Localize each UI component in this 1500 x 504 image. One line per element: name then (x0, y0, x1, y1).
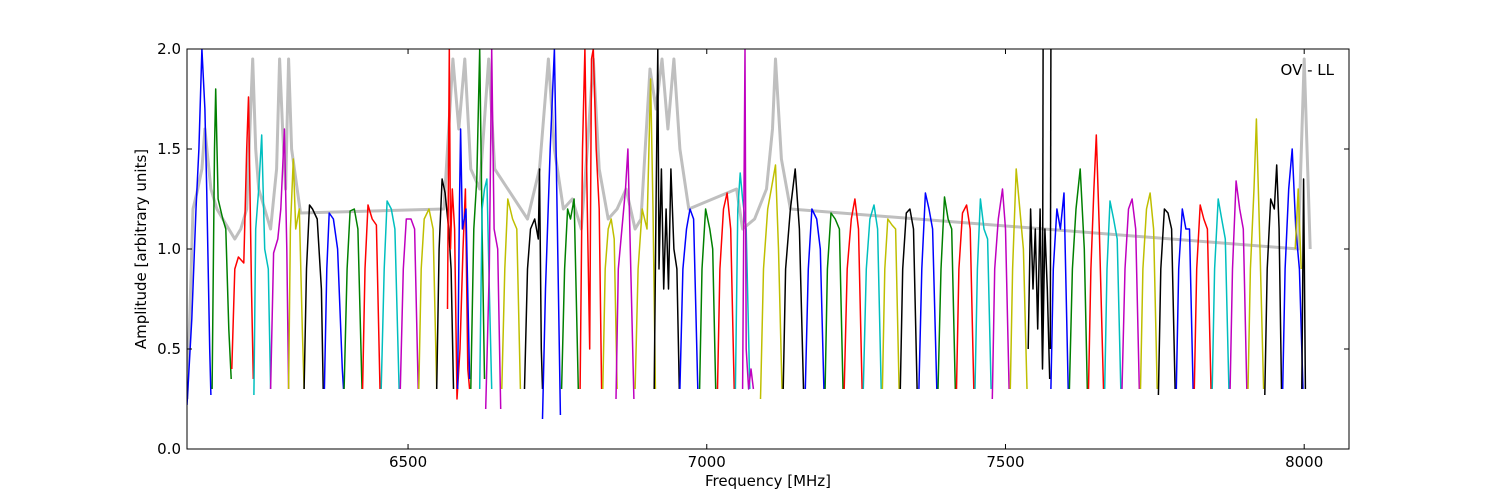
series-line-41 (918, 192, 938, 390)
series-line-60 (1264, 164, 1283, 396)
series-line-3 (253, 134, 272, 396)
series-line-37 (843, 198, 863, 390)
series-line-34 (782, 168, 805, 390)
series-line-23 (579, 49, 603, 390)
series-line-56 (1193, 204, 1212, 390)
series-line-15 (456, 128, 471, 390)
series-line-20 (523, 168, 544, 390)
series-line-38 (862, 204, 882, 390)
series-line-30 (716, 192, 735, 390)
series-line-63 (1294, 188, 1302, 270)
series-line-31 (734, 172, 751, 390)
series-line-18 (484, 49, 502, 410)
y-tick-label-0: 0.0 (157, 440, 181, 458)
series-line-58 (1229, 180, 1248, 390)
background-trace (187, 57, 1312, 400)
series-line-17 (478, 178, 493, 390)
series-line-9 (361, 204, 381, 390)
series-line-13 (435, 178, 455, 390)
series-line-48 (1050, 192, 1069, 390)
series-line-10 (380, 200, 400, 390)
series-line-19 (501, 198, 522, 390)
series-line-8 (343, 208, 363, 390)
x-tick-label-3: 8000 (1285, 453, 1323, 471)
series-line-53 (1139, 192, 1158, 390)
series-line-40 (899, 208, 918, 390)
series-line-44 (974, 198, 992, 390)
series-line-33 (759, 164, 783, 400)
series-line-27 (653, 49, 681, 390)
data-traces (187, 49, 1312, 420)
series-line-47 (1027, 208, 1051, 380)
axis-ticks: 6500 7000 7500 8000 0.0 0.5 1.0 1.5 2.0 (157, 40, 1349, 471)
polarization-annotation: OV - LL (1281, 61, 1335, 79)
series-line-59 (1247, 118, 1265, 390)
series-line-28 (679, 208, 699, 390)
y-tick-label-3: 1.5 (157, 140, 181, 158)
series-line-55 (1175, 208, 1194, 390)
series-line-1 (211, 88, 232, 390)
x-tick-label-0: 6500 (389, 453, 427, 471)
series-line-6 (303, 204, 324, 390)
series-line-36 (824, 212, 844, 390)
series-line-26 (634, 78, 657, 390)
series-line-4 (269, 128, 290, 390)
y-axis-title: Amplitude [arbitrary units] (132, 149, 150, 349)
series-line-39 (881, 218, 900, 390)
series-line-32 (741, 49, 755, 390)
series-line-29 (698, 208, 717, 390)
series-line-54 (1157, 208, 1176, 396)
x-tick-label-2: 7500 (986, 453, 1024, 471)
series-line-24 (602, 218, 618, 390)
series-line-50 (1087, 134, 1105, 390)
series-line-49 (1068, 168, 1089, 390)
series-line-46 (1009, 168, 1028, 390)
x-tick-label-1: 7000 (688, 453, 726, 471)
series-line-42 (937, 196, 957, 390)
spike-line-0 (1041, 49, 1044, 350)
series-line-52 (1121, 198, 1141, 390)
x-axis-title: Frequency [MHz] (705, 472, 831, 490)
series-line-0 (187, 49, 212, 406)
series-line-2 (231, 96, 255, 380)
series-line-61 (1281, 148, 1304, 390)
y-tick-label-2: 1.0 (157, 240, 181, 258)
series-line-21 (541, 49, 562, 420)
series-line-35 (804, 208, 825, 390)
series-line-22 (560, 198, 580, 390)
y-tick-label-1: 0.5 (157, 340, 181, 358)
series-line-45 (991, 188, 1010, 400)
series-line-25 (615, 148, 635, 400)
spike-line-1 (1049, 49, 1052, 350)
series-line-16 (470, 49, 486, 390)
series-line-51 (1103, 200, 1122, 390)
series-line-7 (323, 212, 345, 390)
series-line-57 (1211, 198, 1230, 390)
y-tick-label-4: 2.0 (157, 40, 181, 58)
series-line-43 (955, 204, 975, 390)
series-line-5 (287, 158, 305, 390)
series-line-11 (399, 218, 419, 390)
series-line-12 (418, 208, 438, 390)
series-line-62 (1301, 178, 1307, 390)
